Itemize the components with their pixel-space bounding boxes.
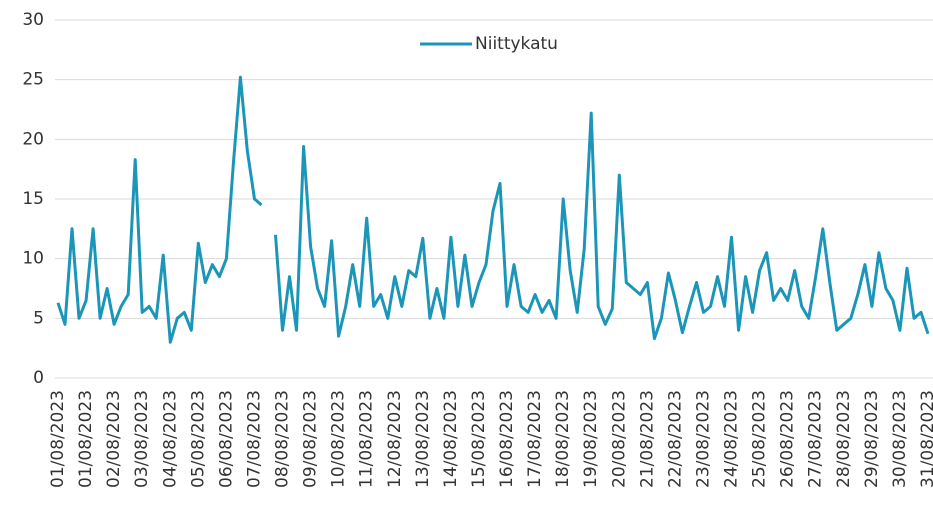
x-tick-label: 01/08/2023 — [48, 390, 68, 488]
y-tick-label: 30 — [22, 10, 44, 30]
y-tick-label: 10 — [22, 249, 44, 269]
x-tick-label: 28/08/2023 — [834, 390, 854, 488]
x-tick-label: 09/08/2023 — [301, 390, 321, 488]
x-tick-label: 25/08/2023 — [750, 390, 770, 488]
x-tick-label: 03/08/2023 — [132, 390, 152, 488]
y-tick-label: 0 — [33, 368, 44, 388]
x-tick-label: 18/08/2023 — [553, 390, 573, 488]
x-tick-label: 10/08/2023 — [329, 390, 349, 488]
x-tick-label: 30/08/2023 — [890, 390, 910, 488]
legend-label: Niittykatu — [475, 34, 558, 54]
x-tick-label: 26/08/2023 — [778, 390, 798, 488]
y-tick-label: 20 — [22, 129, 44, 149]
x-tick-label: 12/08/2023 — [385, 390, 405, 488]
x-tick-label: 17/08/2023 — [525, 390, 545, 488]
x-tick-label: 23/08/2023 — [693, 390, 713, 488]
x-tick-label: 16/08/2023 — [497, 390, 517, 488]
x-tick-label: 08/08/2023 — [273, 390, 293, 488]
x-tick-label: 05/08/2023 — [188, 390, 208, 488]
x-tick-label: 19/08/2023 — [581, 390, 601, 488]
x-tick-label: 06/08/2023 — [216, 390, 236, 488]
x-tick-label: 20/08/2023 — [609, 390, 629, 488]
x-tick-label: 04/08/2023 — [160, 390, 180, 488]
x-tick-label: 13/08/2023 — [413, 390, 433, 488]
x-tick-label: 14/08/2023 — [441, 390, 461, 488]
y-tick-label: 25 — [22, 70, 44, 90]
x-tick-label: 21/08/2023 — [637, 390, 657, 488]
x-tick-label: 11/08/2023 — [357, 390, 377, 488]
data-line — [56, 75, 930, 344]
x-tick-label: 01/08/2023 — [76, 390, 96, 488]
x-tick-label: 02/08/2023 — [104, 390, 124, 488]
x-tick-label: 22/08/2023 — [665, 390, 685, 488]
y-tick-label: 5 — [33, 308, 44, 328]
x-tick-label: 29/08/2023 — [862, 390, 882, 488]
x-tick-label: 24/08/2023 — [722, 390, 742, 488]
x-tick-label: 15/08/2023 — [469, 390, 489, 488]
x-tick-label: 27/08/2023 — [806, 390, 826, 488]
y-tick-label: 15 — [22, 189, 44, 209]
x-tick-label: 31/08/2023 — [918, 390, 933, 488]
x-tick-label: 07/08/2023 — [244, 390, 264, 488]
